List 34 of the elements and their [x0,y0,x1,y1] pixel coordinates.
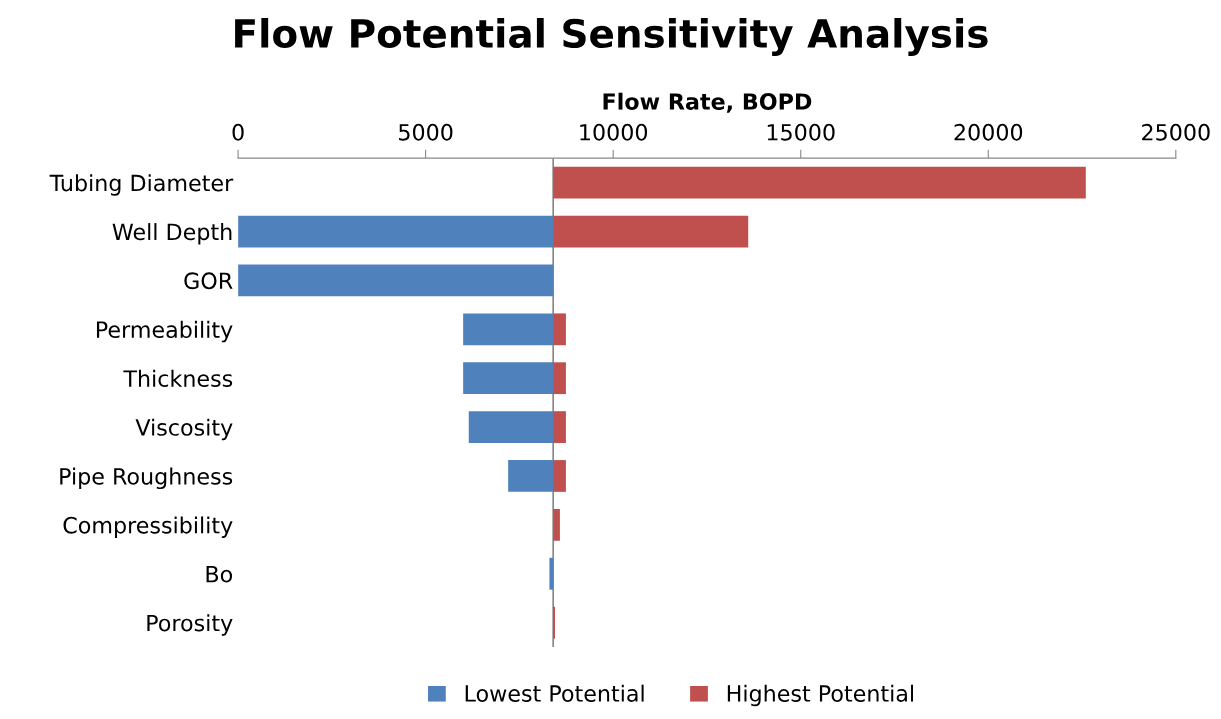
bar [553,362,566,395]
y-tick-label: Porosity [147,614,233,636]
bar [553,215,749,248]
bar [553,313,566,346]
chart-title: Flow Potential Sensitivity Analysis [235,17,988,56]
x-tick-label: 5000 [399,123,453,141]
y-tick-label: Bo [206,566,233,583]
bar [553,411,566,443]
y-tick-label: Viscosity [135,418,233,441]
y-tick-label: Well Depth [112,223,232,245]
bar [463,313,554,346]
x-tick-label: 10000 [580,123,648,141]
x-tick-label: 25000 [1142,123,1210,141]
bar [468,411,554,443]
bar [553,508,560,541]
x-tick-label: 0 [232,123,244,141]
bar [463,362,554,395]
y-tick-label: Permeability [96,320,233,343]
bar [553,166,1086,199]
legend-label: Lowest Potential [465,684,644,702]
y-tick-label: Thickness [123,369,233,387]
y-tick-label: Pipe Roughness [60,467,233,490]
x-tick-label: 15000 [767,123,835,141]
x-axis-title: Flow Rate, BOPD [603,92,812,113]
bar [238,264,554,297]
y-tick-label: GOR [184,272,233,290]
bar [508,460,554,492]
legend-label: Highest Potential [727,684,914,707]
y-tick-label: Tubing Diameter [49,174,234,196]
x-tick-label: 20000 [954,123,1023,141]
bar [238,215,554,248]
bar [549,557,554,590]
bar [553,460,566,492]
y-tick-label: Compressibility [63,516,233,538]
